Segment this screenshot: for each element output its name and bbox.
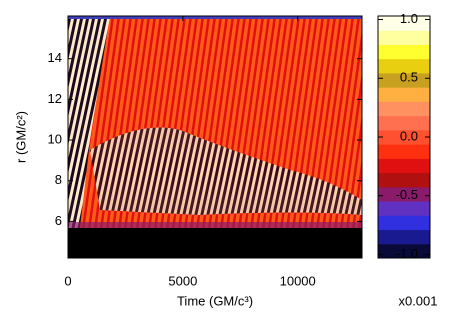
x-tick-label: 5000 (168, 273, 197, 288)
colorbar-swatch (378, 58, 430, 74)
colorbar-tick-label: 0.5 (400, 70, 418, 85)
heatmap-image (68, 16, 362, 258)
y-tick-label: 6 (55, 213, 62, 228)
colorbar-tick-label: -1.0 (396, 246, 418, 261)
x-tick-label: 0 (64, 273, 71, 288)
colorbar-tick-label: -0.5 (396, 187, 418, 202)
colorbar-swatch (378, 115, 430, 131)
colorbar-swatch (378, 215, 430, 231)
colorbar-swatch (378, 186, 430, 202)
colorbar-note: x0.001 (398, 293, 437, 308)
plot-frame (67, 15, 363, 259)
colorbar-swatch (378, 87, 430, 102)
colorbar-swatch (378, 101, 430, 117)
y-tick-label: 8 (55, 172, 62, 187)
colorbar-swatch (378, 201, 430, 216)
colorbar-swatch (378, 158, 430, 174)
colorbar-tick-label: 0.0 (400, 128, 418, 143)
colorbar-swatch (378, 72, 430, 88)
colorbar-tick-label: 1.0 (400, 11, 418, 26)
x-axis-label: Time (GM/c³) (177, 293, 253, 308)
y-tick-label: 12 (48, 91, 62, 106)
colorbar-swatch (378, 44, 430, 60)
colorbar-swatch (378, 16, 430, 31)
colorbar-swatch (378, 172, 430, 188)
y-tick-label: 10 (48, 131, 62, 146)
y-axis-label: r (GM/c²) (13, 111, 28, 163)
colorbar-swatch (378, 30, 430, 45)
colorbar-swatch (378, 129, 430, 145)
x-tick-label: 10000 (280, 273, 316, 288)
colorbar-swatch (378, 144, 430, 159)
colorbar-swatch (378, 229, 430, 245)
colorbar-swatch (378, 243, 430, 259)
y-tick-label: 14 (48, 50, 62, 65)
colorbar (378, 16, 430, 259)
